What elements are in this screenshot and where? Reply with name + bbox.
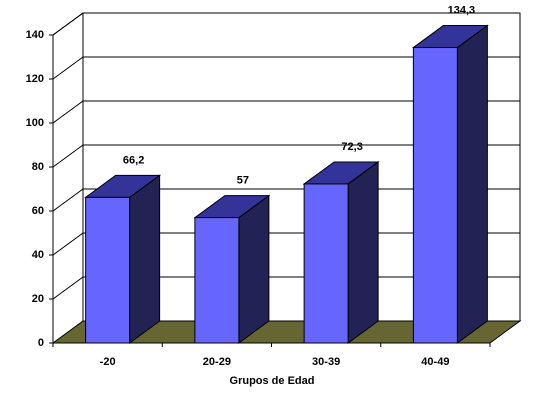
- value-label: 66,2: [123, 154, 144, 166]
- x-tick-label: 20-29: [203, 356, 231, 368]
- bar: [194, 217, 240, 344]
- y-tick-label: 80: [32, 161, 44, 173]
- bar: [412, 47, 458, 344]
- bar-side: [129, 174, 161, 344]
- y-tick-label: 20: [32, 293, 44, 305]
- value-label: 134,3: [448, 4, 476, 16]
- grid-line: [52, 56, 520, 80]
- y-tick-label: 140: [26, 29, 44, 41]
- value-label: 57: [237, 175, 249, 187]
- y-tick-label: 40: [32, 249, 44, 261]
- y-tick-label: 0: [38, 337, 44, 349]
- value-label: 72,3: [341, 141, 362, 153]
- bar-side: [456, 24, 488, 344]
- grid-line: [52, 144, 520, 168]
- x-tick-label: 40-49: [421, 356, 449, 368]
- grid-line: [52, 100, 520, 124]
- x-tick-label: 30-39: [312, 356, 340, 368]
- bar: [85, 196, 131, 344]
- x-axis-title: Grupos de Edad: [230, 375, 315, 387]
- bar: [303, 183, 349, 344]
- x-tick-label: -20: [100, 356, 116, 368]
- bar-side: [347, 160, 379, 344]
- bar-side: [238, 194, 270, 344]
- y-tick-label: 120: [26, 73, 44, 85]
- y-tick-label: 100: [26, 117, 44, 129]
- left-wall-edge: [52, 12, 84, 36]
- y-tick-label: 60: [32, 205, 44, 217]
